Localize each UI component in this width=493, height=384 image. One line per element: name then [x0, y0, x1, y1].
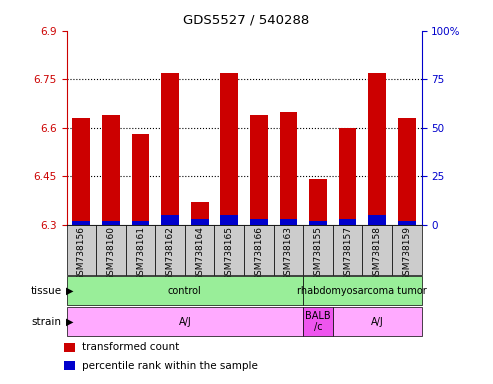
Text: ▶: ▶	[66, 316, 73, 327]
FancyBboxPatch shape	[333, 225, 362, 275]
FancyBboxPatch shape	[185, 225, 214, 275]
Text: percentile rank within the sample: percentile rank within the sample	[82, 361, 258, 371]
Bar	[64, 343, 75, 352]
Text: BALB
/c: BALB /c	[305, 311, 331, 333]
Text: GSM738162: GSM738162	[166, 226, 175, 281]
Text: GSM738157: GSM738157	[343, 226, 352, 281]
FancyBboxPatch shape	[303, 276, 422, 305]
Bar	[64, 361, 75, 371]
FancyBboxPatch shape	[274, 225, 303, 275]
FancyBboxPatch shape	[362, 225, 392, 275]
FancyBboxPatch shape	[67, 225, 96, 275]
Text: A/J: A/J	[371, 316, 384, 327]
Text: tissue: tissue	[31, 286, 62, 296]
FancyBboxPatch shape	[67, 307, 303, 336]
Text: GSM738159: GSM738159	[402, 226, 411, 281]
Bar	[280, 219, 297, 225]
Bar	[250, 219, 268, 225]
FancyBboxPatch shape	[155, 225, 185, 275]
Bar	[102, 221, 120, 225]
Bar	[368, 215, 386, 225]
Bar	[309, 179, 327, 225]
Text: GSM738164: GSM738164	[195, 226, 204, 281]
Text: GSM738160: GSM738160	[106, 226, 115, 281]
Bar	[72, 118, 90, 225]
Text: transformed count: transformed count	[82, 342, 179, 352]
Text: GDS5527 / 540288: GDS5527 / 540288	[183, 13, 310, 26]
Bar	[339, 219, 356, 225]
Text: GSM738165: GSM738165	[225, 226, 234, 281]
Text: GSM738166: GSM738166	[254, 226, 263, 281]
FancyBboxPatch shape	[333, 307, 422, 336]
Bar	[102, 115, 120, 225]
Bar	[220, 215, 238, 225]
FancyBboxPatch shape	[392, 225, 422, 275]
Bar	[339, 128, 356, 225]
Bar	[368, 73, 386, 225]
Bar	[161, 73, 179, 225]
Bar	[132, 134, 149, 225]
Text: GSM738163: GSM738163	[284, 226, 293, 281]
Bar	[309, 221, 327, 225]
Bar	[191, 202, 209, 225]
FancyBboxPatch shape	[303, 225, 333, 275]
FancyBboxPatch shape	[214, 225, 244, 275]
Text: control: control	[168, 286, 202, 296]
Bar	[132, 221, 149, 225]
Text: ▶: ▶	[66, 286, 73, 296]
Text: GSM738156: GSM738156	[77, 226, 86, 281]
Bar	[220, 73, 238, 225]
Text: GSM738158: GSM738158	[373, 226, 382, 281]
Bar	[161, 215, 179, 225]
Text: rhabdomyosarcoma tumor: rhabdomyosarcoma tumor	[297, 286, 427, 296]
FancyBboxPatch shape	[126, 225, 155, 275]
Bar	[398, 221, 416, 225]
FancyBboxPatch shape	[303, 307, 333, 336]
Text: GSM738155: GSM738155	[314, 226, 322, 281]
Bar	[250, 115, 268, 225]
Text: A/J: A/J	[178, 316, 191, 327]
Bar	[280, 111, 297, 225]
FancyBboxPatch shape	[244, 225, 274, 275]
Bar	[72, 221, 90, 225]
Text: strain: strain	[32, 316, 62, 327]
FancyBboxPatch shape	[67, 276, 303, 305]
FancyBboxPatch shape	[96, 225, 126, 275]
Text: GSM738161: GSM738161	[136, 226, 145, 281]
Bar	[191, 219, 209, 225]
Bar	[398, 118, 416, 225]
